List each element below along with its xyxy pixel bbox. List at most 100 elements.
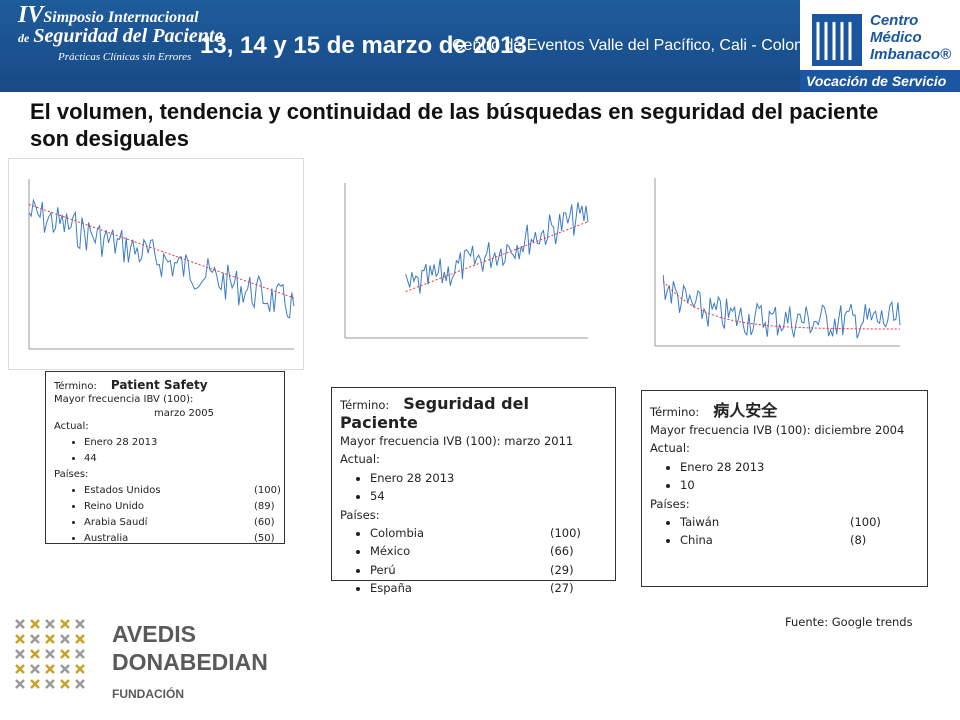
trend-line — [405, 202, 589, 294]
x-mark — [15, 664, 25, 674]
event-prefix: de — [18, 31, 30, 45]
countries-list: Estados Unidos (100) Reino Unido (89) Arabia… — [54, 483, 281, 547]
venue: Centro de Eventos Valle del Pacífico, Ca… — [452, 37, 829, 54]
country: Colombia (100) — [370, 524, 607, 542]
term: Seguridad del Paciente — [340, 394, 529, 432]
freq: Mayor frecuencia IVB (100): marzo 2011 — [340, 434, 574, 448]
term-row: Término: Seguridad del Paciente — [340, 394, 607, 432]
actual-item: 10 — [680, 476, 919, 494]
country-value: (60) — [254, 517, 275, 528]
event-logo: IVSimposio Internacional de Seguridad de… — [18, 3, 224, 66]
x-mark — [60, 664, 70, 674]
country: Perú (29) — [370, 561, 607, 579]
x-mark — [45, 619, 55, 629]
term-label: Término: — [54, 381, 97, 392]
countries-label: Países: — [54, 469, 89, 480]
logo-text: Centro Médico Imbanaco® — [870, 12, 951, 63]
country: Taiwán (100) — [680, 513, 919, 531]
actual-item: Enero 28 2013 — [680, 458, 919, 476]
actual-item: 54 — [370, 487, 607, 505]
trend-line — [28, 198, 295, 319]
country-value: (100) — [254, 485, 281, 496]
actual-label: Actual: — [340, 452, 380, 467]
x-mark — [15, 619, 25, 629]
info-box: Término: 病人安全 Mayor frecuencia IVB (100): … — [641, 390, 928, 587]
trend-chart — [8, 158, 304, 370]
x-mark — [30, 649, 40, 659]
countries-label: Países: — [650, 496, 690, 511]
actual-item: Enero 28 2013 — [370, 469, 607, 487]
x-mark — [60, 634, 70, 644]
country: Australia (50) — [84, 531, 276, 547]
country-value: (29) — [550, 562, 574, 577]
event-line1: Simposio Internacional — [43, 9, 199, 26]
actual-item: 44 — [84, 451, 276, 467]
slide-title: El volumen, tendencia y continuidad de l… — [30, 99, 879, 151]
x-mark — [15, 649, 25, 659]
x-mark — [15, 634, 25, 644]
logo-bar — [800, 70, 960, 92]
source: Fuente: Google trends — [785, 615, 913, 629]
x-mark — [45, 679, 55, 689]
x-mark — [75, 649, 85, 659]
x-mark — [30, 679, 40, 689]
country: China (8) — [680, 531, 919, 549]
country-name: Perú — [370, 562, 396, 577]
country-value: (66) — [550, 544, 574, 559]
footer-logo: AVEDIS DONABEDIAN FUNDACIÓN — [112, 620, 268, 708]
x-mark — [60, 649, 70, 659]
term-label: Término: — [340, 398, 390, 412]
country-name: España — [370, 581, 412, 596]
term: Patient Safety — [110, 378, 208, 392]
footer-line1: AVEDIS — [112, 621, 196, 647]
trend-chart — [645, 168, 911, 358]
fit-line — [28, 204, 295, 299]
event-tagline: Prácticas Clínicas sin Errores — [58, 51, 192, 63]
countries-list: Taiwán (100) China (8) — [650, 513, 919, 550]
country: México (66) — [370, 542, 607, 560]
term-row: Término: 病人安全 — [650, 397, 919, 421]
country-name: China — [680, 533, 713, 548]
header: IVSimposio Internacional de Seguridad de… — [0, 0, 960, 92]
freq: Mayor frecuencia IVB (100): diciembre 20… — [650, 423, 905, 437]
country: Reino Unido (89) — [84, 499, 276, 515]
logo-line3: Imbanaco® — [870, 46, 952, 63]
logo-area: Centro Médico Imbanaco® Vocación de Serv… — [800, 0, 960, 92]
fit-line — [405, 221, 589, 292]
trend-chart — [330, 168, 592, 348]
actual-label: Actual: — [650, 441, 690, 456]
logo-line2: Médico — [870, 29, 922, 46]
countries-label: Países: — [340, 507, 380, 522]
x-mark — [60, 679, 70, 689]
actual-list: Enero 28 201310 — [650, 458, 919, 495]
x-mark — [75, 619, 85, 629]
x-mark — [45, 649, 55, 659]
x-mark — [30, 664, 40, 674]
country-name: México — [370, 544, 411, 559]
info-box: Término: Seguridad del Paciente Mayor frec… — [331, 387, 616, 595]
footer-pattern — [15, 619, 85, 689]
event-number: IV — [18, 2, 44, 28]
actual-list: Enero 28 201354 — [340, 469, 607, 506]
x-mark — [60, 619, 70, 629]
country-name: Taiwán — [680, 514, 720, 529]
actual-item: Enero 28 2013 — [84, 435, 276, 451]
logo-tagline: Vocación de Servicio — [806, 73, 947, 89]
countries-list: Colombia (100) México (66) Perú (29) España (27… — [340, 524, 607, 598]
logo-line1: Centro — [870, 12, 919, 29]
event-line2: Seguridad del Paciente — [33, 25, 224, 47]
footer-line2: DONABEDIAN — [112, 649, 268, 675]
country-value: (27) — [550, 581, 574, 596]
country-name: Reino Unido — [84, 501, 144, 512]
country-value: (50) — [254, 533, 275, 544]
country-value: (89) — [254, 501, 275, 512]
freq: Mayor frecuencia IBV (100): — [54, 394, 194, 405]
logo-stripes — [816, 22, 852, 60]
footer-line3: FUNDACIÓN — [112, 687, 184, 701]
country-value: (8) — [850, 533, 867, 548]
x-mark — [75, 634, 85, 644]
trend-line — [662, 274, 901, 339]
country: Arabia Saudí (60) — [84, 515, 276, 531]
country-value: (100) — [850, 514, 881, 529]
